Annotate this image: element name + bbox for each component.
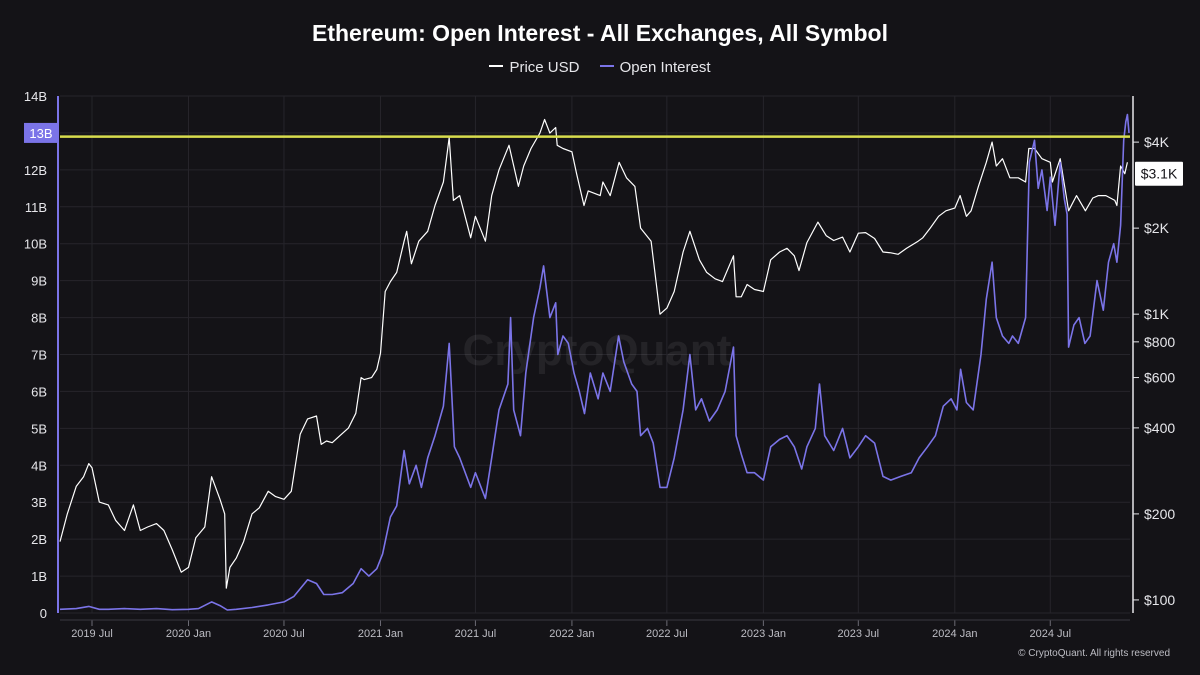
current-price-tag-label: $3.1K (1141, 166, 1178, 182)
legend-item-price[interactable]: Price USD (489, 59, 579, 76)
copyright-notice: © CryptoQuant. All rights reserved (1018, 648, 1170, 659)
current-price-tag-box (1135, 161, 1183, 186)
y-left-tick-label-8: 8B (31, 311, 47, 326)
y-left-tick-label-1: 1B (31, 569, 47, 584)
x-tick-label-5: 2022 Jan (549, 628, 594, 640)
x-tick-label-0: 2019 Jul (71, 628, 113, 640)
axes: 0 1B 2B 3B 4B 5B 6B 7B 8B 9B 10B 11B 12B 13B 14B 2019 J… (24, 89, 1175, 640)
legend-label-price: Price USD (509, 59, 580, 76)
y-left-tick-label-5: 5B (31, 421, 47, 436)
legend-swatch-open-interest (599, 65, 614, 68)
x-tick-label-6: 2022 Jul (646, 628, 688, 640)
y-left-tick-label-6: 6B (31, 384, 47, 399)
price-series-layer (59, 118, 1128, 589)
y-right-tick-label-1: $200 (1144, 506, 1175, 522)
open-interest-line (59, 113, 1130, 611)
x-tick-label-3: 2021 Jan (358, 628, 403, 640)
y-left-tick-label-3: 3B (31, 495, 47, 510)
gridlines (60, 95, 1130, 614)
y-right-tick-label-5: $1K (1144, 306, 1170, 322)
x-tick-label-8: 2023 Jul (838, 628, 880, 640)
y-left-tick-label-11: 11B (25, 200, 47, 215)
price-usd-line (59, 118, 1128, 589)
x-tick-label-7: 2023 Jan (741, 628, 786, 640)
y-right-tick-label-2: $400 (1144, 420, 1175, 436)
y-right-tick-label-6: $2K (1144, 220, 1170, 236)
chart-legend: Price USD Open Interest (0, 59, 1200, 76)
y-left-tick-label-2: 2B (31, 532, 47, 547)
watermark: CryptoQuant (463, 326, 732, 375)
x-tick-label-9: 2024 Jan (932, 628, 977, 640)
y-left-tick-label-12: 12B (24, 163, 47, 178)
y-left-tick-label-9: 9B (31, 274, 47, 289)
legend-item-open-interest[interactable]: Open Interest (599, 59, 711, 76)
threshold-tag-label: 13B (29, 126, 52, 141)
legend-label-open-interest: Open Interest (619, 59, 711, 76)
x-tick-label-2: 2020 Jul (263, 628, 305, 640)
chart-title: Ethereum: Open Interest - All Exchanges,… (312, 20, 888, 46)
x-tick-label-10: 2024 Jul (1029, 628, 1071, 640)
y-right-tick-label-0: $100 (1144, 592, 1175, 608)
open-interest-series-layer (59, 113, 1130, 611)
y-right-tick-label-4: $800 (1144, 334, 1175, 350)
y-left-tick-label-14: 14B (24, 89, 47, 104)
y-left-tick-label-7: 7B (31, 348, 47, 363)
y-left-tick-label-10: 10B (24, 237, 47, 252)
legend-swatch-price (489, 65, 504, 68)
threshold-layer: 13B $3.1K (24, 122, 1183, 186)
y-right-tick-label-3: $600 (1144, 370, 1175, 386)
threshold-tag-box (24, 122, 58, 143)
x-tick-label-1: 2020 Jan (166, 628, 211, 640)
x-tick-label-4: 2021 Jul (455, 628, 497, 640)
y-right-tick-label-7: $4K (1144, 134, 1170, 150)
y-left-tick-label-0: 0 (40, 606, 47, 621)
y-left-tick-label-4: 4B (31, 458, 47, 473)
